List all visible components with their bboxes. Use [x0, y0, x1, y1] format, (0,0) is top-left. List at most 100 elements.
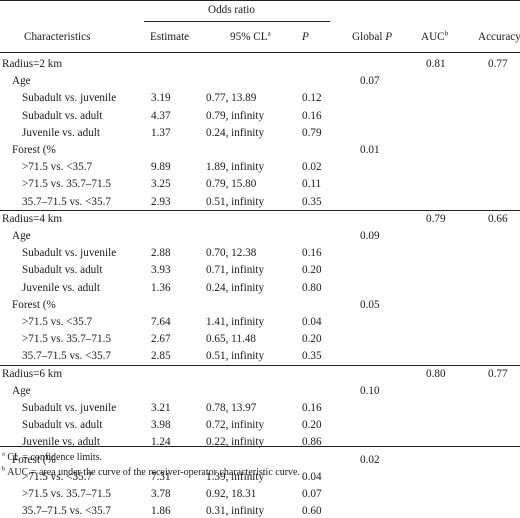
comparison-label: >71.5 vs. <35.7: [22, 470, 93, 483]
p-value: 0.12: [302, 92, 322, 105]
comparison-label: >71.5 vs. <35.7: [22, 316, 93, 328]
header-accuracy: Accuracy: [478, 31, 520, 43]
footnote-marker: b: [2, 465, 6, 473]
header-estimate: Estimate: [150, 31, 190, 43]
comparison-label: >71.5 vs. 35.7–71.5: [22, 333, 111, 346]
header-p: P: [302, 31, 309, 43]
footnote-marker: a: [2, 450, 5, 458]
estimate-value: 1.86: [151, 505, 171, 518]
p-value: 0.20: [302, 264, 322, 277]
p-value: 0.04: [302, 316, 322, 328]
group-label: Age: [12, 230, 31, 242]
footnote-text: CL = confidence limits.: [4, 452, 103, 463]
auc-value: 0.79: [426, 212, 446, 225]
footnote: a CL = confidence limits.: [2, 450, 103, 463]
comparison-label: 35.7–71.5 vs. <35.7: [22, 195, 111, 208]
p-value: 0.86: [302, 436, 322, 449]
global-p-value: 0.01: [360, 144, 380, 156]
ci-value: 0.65, 11.48: [206, 333, 256, 346]
header-global-p-text: Global: [352, 31, 386, 43]
group-label: Age: [12, 384, 31, 397]
group-label: Age: [12, 75, 31, 88]
comparison-label: 35.7–71.5 vs. <35.7: [22, 505, 111, 518]
bottom-rule: [0, 446, 520, 447]
header-rule: [0, 52, 520, 53]
estimate-value: 7.31: [151, 470, 171, 483]
p-value: 0.04: [302, 470, 322, 483]
p-value: 0.35: [302, 350, 322, 363]
ci-value: 1.39, infinity: [206, 470, 265, 483]
estimate-value: 2.67: [151, 333, 171, 346]
ci-value: 0.31, infinity: [206, 505, 265, 518]
group-label: Forest (%: [12, 144, 56, 156]
comparison-label: 35.7–71.5 vs. <35.7: [22, 350, 111, 363]
header-characteristics: Characteristics: [24, 31, 91, 43]
comparison-label: Subadult vs. juvenile: [22, 92, 117, 105]
ci-value: 0.24, infinity: [206, 281, 265, 294]
header-auc-text: AUC: [421, 31, 445, 43]
ci-value: 1.41, infinity: [206, 316, 265, 328]
p-value: 0.16: [302, 109, 322, 122]
estimate-value: 1.24: [151, 436, 171, 449]
header-ci: 95% CLa: [230, 29, 271, 44]
comparison-label: Juvenile vs. adult: [22, 436, 100, 449]
ci-value: 0.71, infinity: [206, 264, 265, 277]
ci-value: 0.79, 15.80: [206, 178, 257, 191]
estimate-value: 2.88: [151, 247, 171, 260]
section-title: Radius=4 km: [2, 212, 63, 225]
comparison-label: >71.5 vs. <35.7: [22, 161, 93, 174]
global-p-value: 0.07: [360, 75, 380, 88]
estimate-value: 3.19: [151, 92, 171, 105]
estimate-value: 3.98: [151, 419, 171, 432]
global-p-value: 0.10: [360, 384, 380, 397]
global-p-value: 0.09: [360, 230, 380, 242]
group-label: Forest (%: [12, 453, 56, 466]
ci-value: 0.92, 18.31: [206, 488, 257, 500]
top-rule: [0, 0, 520, 1]
estimate-value: 9.89: [151, 161, 171, 174]
p-value: 0.07: [302, 488, 322, 500]
auc-value: 0.80: [426, 367, 446, 380]
estimate-value: 4.37: [151, 109, 171, 122]
section-rule: [0, 364, 520, 366]
footnote-marker-a: a: [267, 29, 271, 38]
comparison-label: >71.5 vs. 35.7–71.5: [22, 488, 111, 500]
p-value: 0.11: [302, 178, 322, 191]
ci-value: 1.89, infinity: [206, 161, 265, 174]
comparison-label: Subadult vs. juvenile: [22, 247, 117, 260]
ci-value: 0.51, infinity: [206, 195, 265, 208]
ci-value: 0.51, infinity: [206, 350, 265, 363]
p-value: 0.20: [302, 333, 322, 346]
ci-value: 0.24, infinity: [206, 126, 265, 139]
ci-value: 0.72, infinity: [206, 419, 265, 432]
odds-ratio-group-header: Odds ratio: [208, 4, 255, 16]
estimate-value: 3.78: [151, 488, 171, 500]
p-value: 0.02: [302, 161, 322, 174]
group-label: Forest (%: [12, 298, 56, 311]
accuracy-value: 0.77: [488, 58, 508, 70]
p-value: 0.79: [302, 126, 322, 139]
ci-value: 0.22, infinity: [206, 436, 265, 449]
header-ci-text: 95% CL: [230, 31, 268, 43]
estimate-value: 3.21: [151, 402, 171, 414]
comparison-label: Subadult vs. adult: [22, 109, 103, 122]
ci-value: 0.78, 13.97: [206, 402, 257, 414]
p-value: 0.35: [302, 195, 322, 208]
section-title: Radius=6 km: [2, 367, 63, 380]
ci-value: 0.79, infinity: [206, 109, 265, 122]
estimate-value: 2.93: [151, 195, 171, 208]
footnote-marker-b: b: [444, 29, 449, 38]
section-title: Radius=2 km: [2, 58, 63, 70]
auc-value: 0.81: [426, 58, 446, 70]
section-rule: [0, 209, 520, 211]
comparison-label: Juvenile vs. adult: [22, 126, 100, 139]
ci-value: 0.70, 12.38: [206, 247, 257, 260]
ci-value: 0.77, 13.89: [206, 92, 257, 105]
footnote-text: AUC = area under the curve of the receiv…: [5, 467, 300, 478]
estimate-value: 3.93: [151, 264, 171, 277]
footnote: b AUC = area under the curve of the rece…: [2, 465, 300, 478]
p-value: 0.20: [302, 419, 322, 432]
estimate-value: 3.25: [151, 178, 171, 191]
header-global-p: Global P: [352, 31, 392, 44]
global-p-value: 0.02: [360, 453, 380, 466]
